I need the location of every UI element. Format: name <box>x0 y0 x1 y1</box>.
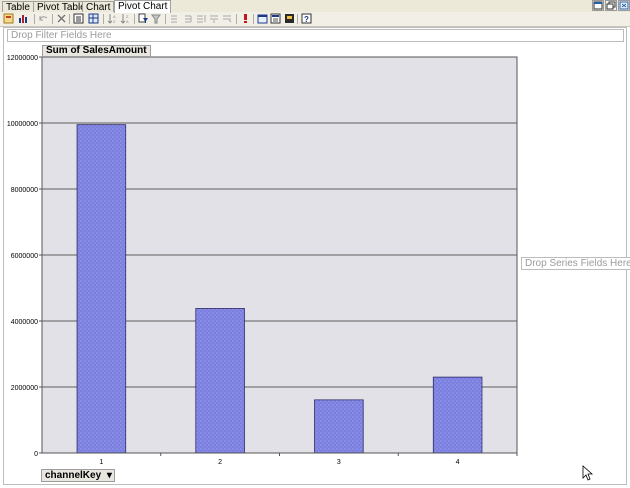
field-list-icon[interactable] <box>3 13 14 24</box>
toolbar-separator <box>165 14 166 24</box>
y-tick-label: 2000000 <box>11 385 38 392</box>
x-axis-labels: 1 2 3 4 <box>99 459 459 466</box>
grid-icon[interactable] <box>88 13 99 24</box>
x-tick-label: 1 <box>99 459 103 466</box>
pivot-chart-area: Drop Filter Fields Here 0 2000000 4000000 6… <box>3 27 630 485</box>
category-field-label: channelKey <box>45 470 102 481</box>
view-tabs: Table Pivot Table Chart Pivot Chart <box>0 0 630 13</box>
show-top-icon[interactable] <box>151 13 162 24</box>
svg-text:A: A <box>126 19 129 24</box>
toolbar-separator <box>134 14 135 24</box>
move-up-icon[interactable] <box>196 13 207 24</box>
bars <box>76 124 483 454</box>
toolbar-separator <box>297 14 298 24</box>
undo-icon[interactable] <box>38 13 49 24</box>
tab-table[interactable]: Table <box>2 1 34 13</box>
bar[interactable] <box>195 308 245 454</box>
move-left-icon[interactable] <box>169 13 180 24</box>
x-tick-label: 3 <box>337 459 341 466</box>
category-field-button[interactable]: channelKey ▾ <box>41 469 115 482</box>
svg-text:A: A <box>113 14 116 19</box>
y-tick-label: 10000000 <box>7 121 38 128</box>
toolbar-separator <box>253 14 254 24</box>
help-icon[interactable]: ? <box>301 13 312 24</box>
filter-drop-zone[interactable]: Drop Filter Fields Here <box>7 29 624 42</box>
bar[interactable] <box>76 124 127 454</box>
x-tick-label: 4 <box>456 459 460 466</box>
toolbar-separator <box>69 14 70 24</box>
properties-icon[interactable] <box>73 13 84 24</box>
toolbar-separator <box>34 14 35 24</box>
toolbar-separator <box>103 14 104 24</box>
delete-icon[interactable] <box>56 13 67 24</box>
mouse-cursor-icon <box>582 465 594 481</box>
y-tick-label: 6000000 <box>11 253 38 260</box>
tab-chart[interactable]: Chart <box>82 1 115 13</box>
move-right-icon[interactable] <box>183 13 194 24</box>
y-tick-label: 0 <box>34 451 38 458</box>
y-tick-label: 12000000 <box>7 55 38 62</box>
chevron-down-icon[interactable]: ▾ <box>106 470 112 481</box>
bar-chart: 0 2000000 4000000 6000000 8000000 10000000 120… <box>7 55 518 466</box>
chart-type-icon[interactable] <box>18 13 29 24</box>
bar[interactable] <box>314 399 364 454</box>
svg-text:Z: Z <box>113 19 116 24</box>
toolbar-separator <box>236 14 237 24</box>
bar[interactable] <box>432 376 483 454</box>
export-icon[interactable] <box>257 13 268 24</box>
y-tick-label: 4000000 <box>11 319 38 326</box>
toolbar-separator <box>52 14 53 24</box>
y-tick-label: 8000000 <box>11 187 38 194</box>
exclamation-icon[interactable] <box>240 13 251 24</box>
svg-text:Z: Z <box>126 14 129 19</box>
field-list-toggle-icon[interactable] <box>270 13 281 24</box>
series-drop-zone[interactable]: Drop Series Fields Here <box>521 257 630 270</box>
window-restore-icon[interactable] <box>605 0 617 11</box>
window-dock-icon[interactable] <box>592 0 604 11</box>
refresh-icon[interactable] <box>222 13 233 24</box>
x-tick-label: 2 <box>218 459 222 466</box>
autofilter-icon[interactable] <box>138 13 149 24</box>
commands-icon[interactable] <box>284 13 295 24</box>
data-field-button[interactable]: Sum of SalesAmount <box>42 45 151 57</box>
window-close-icon[interactable] <box>618 0 630 11</box>
y-axis-labels: 0 2000000 4000000 6000000 8000000 10000000 120… <box>7 55 38 458</box>
plot-border <box>41 56 518 454</box>
tab-pivot-chart[interactable]: Pivot Chart <box>114 0 172 13</box>
move-down-icon[interactable] <box>209 13 220 24</box>
svg-text:?: ? <box>304 15 309 24</box>
